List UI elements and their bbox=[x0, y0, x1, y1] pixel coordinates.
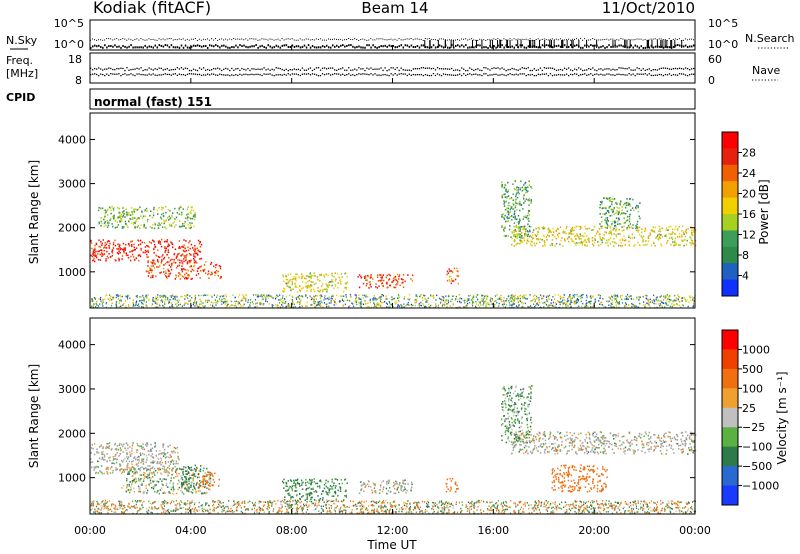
velocity-colorbar-label: Velocity [m s⁻¹] bbox=[775, 371, 789, 464]
velocity-heatmap bbox=[90, 385, 697, 515]
echo-region-9 bbox=[500, 385, 533, 444]
y-tick-label: 2000 bbox=[58, 222, 86, 235]
freq-left-label-2: [MHz] bbox=[6, 67, 38, 80]
noise-panel: N.Sky 10^5 10^0 10^5 10^0 N.Search bbox=[6, 17, 795, 51]
freq-left-tick-top: 18 bbox=[68, 53, 82, 66]
echo-region-0 bbox=[90, 442, 180, 475]
freq-left-tick-bottom: 8 bbox=[75, 74, 82, 87]
x-tick-label: 00:00 bbox=[679, 524, 711, 537]
echo-region-3 bbox=[281, 272, 349, 293]
colorbar-tick-label: 8 bbox=[742, 249, 749, 262]
noise-traces bbox=[90, 38, 695, 49]
cpid-label: CPID bbox=[6, 91, 35, 104]
noise-right-label: N.Search bbox=[745, 32, 795, 45]
x-tick-label: 08:00 bbox=[276, 524, 308, 537]
cpid-mode: normal (fast) 151 bbox=[94, 95, 212, 109]
power-colorbar: 4 8 12 16 20 24 28 bbox=[721, 131, 756, 297]
power-ylabel: Slant Range [km] bbox=[27, 160, 41, 264]
noise-left-tick-top: 10^5 bbox=[54, 17, 84, 30]
frequency-panel: Freq. [MHz] 18 8 60 0 Nave bbox=[6, 52, 780, 87]
y-tick-label: 3000 bbox=[58, 178, 86, 191]
y-tick-label: 4000 bbox=[58, 133, 86, 146]
power-y-ticks: 1000 2000 3000 4000 bbox=[58, 133, 695, 279]
echo-region-2 bbox=[180, 464, 202, 490]
noise-right-tick-bottom: 10^0 bbox=[708, 38, 738, 51]
velocity-ylabel: Slant Range [km] bbox=[27, 364, 41, 468]
freq-right-label: Nave bbox=[752, 64, 780, 77]
x-tick-label: 20:00 bbox=[578, 524, 610, 537]
freq-left-label-1: Freq. bbox=[6, 54, 33, 67]
colorbar-tick-label: 1000 bbox=[742, 343, 770, 356]
power-panel: 1000 2000 3000 4000 Slant Range [km] 4 8 12 16… bbox=[27, 112, 771, 309]
date-title: 11/Oct/2010 bbox=[602, 0, 695, 17]
echo-region-1 bbox=[121, 466, 212, 495]
echo-region-1 bbox=[145, 261, 222, 280]
echo-region-3 bbox=[198, 471, 220, 488]
velocity-colorbar: 1000 500 100 25 −25 −100 −500 −1000 bbox=[721, 329, 779, 506]
velocity-y-ticks: 1000 2000 3000 4000 bbox=[58, 339, 695, 485]
echo-region-6 bbox=[511, 225, 697, 247]
y-tick-label: 1000 bbox=[58, 472, 86, 485]
freq-right-tick-bottom: 0 bbox=[708, 74, 715, 87]
echo-region-7 bbox=[501, 180, 533, 238]
x-tick-label: 12:00 bbox=[377, 524, 409, 537]
x-tick-label: 00:00 bbox=[74, 524, 106, 537]
echo-region-4 bbox=[281, 478, 348, 502]
noise-right-tick-top: 10^5 bbox=[708, 17, 738, 30]
colorbar-tick-label: 16 bbox=[742, 208, 756, 221]
y-tick-label: 2000 bbox=[58, 427, 86, 440]
echo-region-0 bbox=[90, 238, 203, 263]
echo-region-7 bbox=[511, 431, 697, 455]
power-heatmap bbox=[90, 180, 697, 309]
colorbar-tick-label: 20 bbox=[742, 188, 756, 201]
cpid-panel: CPID normal (fast) 151 bbox=[6, 88, 696, 110]
x-tick-label: 16:00 bbox=[477, 524, 509, 537]
y-tick-label: 4000 bbox=[58, 339, 86, 352]
colorbar-tick-label: 12 bbox=[742, 229, 756, 242]
colorbar-tick-label: 25 bbox=[742, 402, 756, 415]
y-tick-label: 3000 bbox=[58, 383, 86, 396]
y-tick-label: 1000 bbox=[58, 266, 86, 279]
colorbar-tick-label: −100 bbox=[742, 441, 772, 454]
colorbar-tick-label: −25 bbox=[742, 421, 765, 434]
x-tick-label: 04:00 bbox=[175, 524, 207, 537]
station-title: Kodiak (fitACF) bbox=[93, 0, 211, 17]
freq-right-tick-top: 60 bbox=[708, 53, 722, 66]
colorbar-tick-label: 100 bbox=[742, 382, 763, 395]
colorbar-tick-label: −500 bbox=[742, 460, 772, 473]
noise-left-label: N.Sky bbox=[6, 34, 38, 47]
noise-left-tick-bottom: 10^0 bbox=[54, 38, 84, 51]
velocity-panel: 1000 2000 3000 4000 Slant Range [km] 1000 50… bbox=[27, 317, 789, 515]
frequency-traces bbox=[90, 67, 695, 77]
echo-region-5 bbox=[358, 479, 413, 495]
beam-title: Beam 14 bbox=[361, 0, 428, 17]
x-axis-ticks: 00:00 04:00 08:00 12:00 16:00 20:00 00:00 bbox=[74, 45, 711, 537]
colorbar-tick-label: 500 bbox=[742, 363, 763, 376]
echo-region-6 bbox=[445, 477, 459, 493]
echo-region-4 bbox=[357, 273, 414, 289]
echo-region-2 bbox=[97, 205, 197, 230]
echo-region-8 bbox=[551, 464, 608, 493]
colorbar-tick-label: 4 bbox=[742, 270, 749, 283]
colorbar-tick-label: 24 bbox=[742, 167, 756, 180]
x-axis-label: Time UT bbox=[366, 538, 417, 552]
colorbar-tick-label: 28 bbox=[742, 147, 756, 160]
power-colorbar-label: Power [dB] bbox=[757, 179, 771, 244]
colorbar-tick-label: −1000 bbox=[742, 480, 779, 493]
echo-region-8 bbox=[599, 197, 641, 230]
echo-region-5 bbox=[446, 267, 460, 285]
